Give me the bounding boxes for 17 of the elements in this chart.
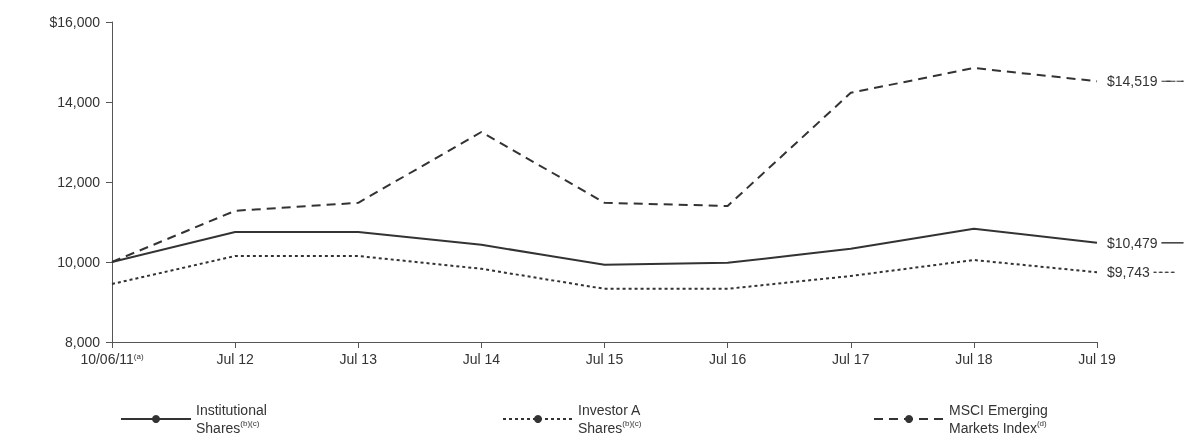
y-tick-label: 8,000 bbox=[64, 334, 101, 350]
data-label: $9,743 bbox=[1107, 264, 1154, 281]
x-tick-label: Jul 12 bbox=[216, 351, 255, 367]
x-tick-label: Jul 16 bbox=[708, 351, 747, 367]
y-tick-label: $16,000 bbox=[49, 14, 101, 30]
data-label: $14,519 bbox=[1107, 73, 1162, 90]
x-tick-label: Jul 13 bbox=[339, 351, 378, 367]
data-label: $10,479 bbox=[1107, 234, 1162, 251]
x-tick-label: Jul 15 bbox=[585, 351, 624, 367]
y-tick-label: 14,000 bbox=[57, 94, 101, 110]
y-tick-label: 10,000 bbox=[57, 254, 101, 270]
x-tick-label: Jul 19 bbox=[1078, 351, 1116, 367]
x-tick-label: Jul 17 bbox=[832, 351, 870, 367]
line-series bbox=[111, 255, 1098, 290]
y-tick-label: 12,000 bbox=[57, 174, 101, 190]
x-tick-label: Jul 14 bbox=[462, 351, 501, 367]
x-tick-label: Jul 18 bbox=[955, 351, 993, 367]
